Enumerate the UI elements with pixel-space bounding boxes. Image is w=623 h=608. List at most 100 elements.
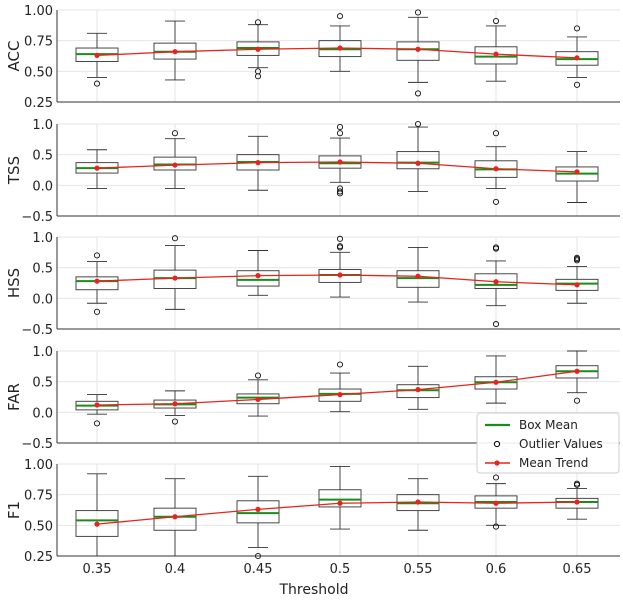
legend-box (476, 412, 620, 474)
mean-trend-point (94, 165, 100, 171)
mean-trend-point (493, 166, 499, 172)
outlier-point (171, 130, 179, 137)
mean-trend-point (94, 278, 100, 284)
mean-trend-point (255, 506, 261, 512)
y-tick-label: 1.00 (24, 4, 53, 19)
x-tick-label: 0.65 (563, 562, 592, 577)
y-tick-label: −0.5 (21, 323, 53, 338)
mean-trend-point (337, 45, 343, 51)
box-iqr (236, 270, 280, 287)
mean-trend-point (574, 499, 580, 505)
outlier-point (492, 245, 500, 252)
box-iqr (396, 151, 440, 170)
legend-label: Outlier Values (519, 437, 603, 451)
mean-trend-point (94, 521, 100, 527)
box-0.6 (474, 474, 518, 530)
y-tick-label: 0.5 (32, 376, 53, 391)
outlier-point (492, 321, 500, 328)
mean-trend-point (415, 273, 421, 279)
outlier-point (573, 81, 581, 88)
mean-trend-point (255, 273, 261, 279)
y-tick-label: 0.50 (24, 519, 53, 534)
box-iqr (318, 489, 362, 508)
outlier-point (336, 130, 344, 137)
y-tick-label: 1.0 (32, 231, 53, 246)
y-tick-label: −0.5 (21, 210, 53, 225)
y-tick-label: −0.5 (21, 437, 53, 452)
box-iqr (474, 273, 518, 289)
mean-trend-point (172, 514, 178, 520)
outlier-point (573, 397, 581, 404)
y-tick-label: 1.0 (32, 118, 53, 133)
panel-acc: 0.25 0.50 0.75 1.00 ACC (5, 4, 620, 111)
legend-label: Mean Trend (519, 456, 588, 470)
y-tick-label: 1.00 (24, 458, 53, 473)
outlier-point (336, 13, 344, 20)
x-tick-label: 0.35 (83, 562, 112, 577)
mean-trend-point (255, 46, 261, 52)
outlier-point (573, 257, 581, 264)
x-tick-label: 0.6 (486, 562, 507, 577)
panel-f1: 0.25 0.50 0.75 1.00 F1 (5, 458, 620, 565)
mean-trend-point (337, 159, 343, 165)
outlier-point (414, 9, 422, 16)
mean-trend-point (415, 387, 421, 393)
y-tick-label: 0.25 (24, 96, 53, 111)
outlier-point (336, 361, 344, 368)
legend-label: Box Mean (519, 418, 578, 432)
mean-trend-point (94, 52, 100, 58)
mean-trend-point (255, 396, 261, 403)
mean-trend-point (493, 279, 499, 285)
outlier-point (492, 523, 500, 530)
outlier-point (93, 420, 101, 427)
y-tick-label: 0.25 (24, 550, 53, 565)
box-0.5 (318, 466, 362, 530)
outlier-point (336, 235, 344, 242)
panel-hss: −0.5 0.0 0.5 1.0 HSS (5, 231, 620, 338)
outlier-point (336, 188, 344, 195)
outlier-point (171, 418, 179, 425)
box-iqr (75, 510, 119, 537)
x-tick-label: 0.55 (404, 562, 433, 577)
panel-tss: −0.5 0.0 0.5 1.0 TSS (5, 118, 620, 225)
y-tick-label: 0.0 (32, 292, 53, 307)
y-tick-label: 0.75 (24, 489, 53, 504)
x-tick-label: 0.4 (165, 562, 186, 577)
y-tick-label: 0.0 (32, 179, 53, 194)
mean-trend-point (172, 162, 178, 168)
legend-swatch-outliers (493, 440, 501, 448)
y-tick-label: 1.0 (32, 345, 53, 360)
mean-trend-point (574, 368, 580, 374)
mean-trend-point (415, 46, 421, 52)
mean-trend-point (172, 275, 178, 281)
outlier-point (336, 190, 344, 197)
mean-trend-line (96, 274, 578, 286)
outlier-point (254, 73, 262, 80)
outlier-point (492, 130, 500, 137)
x-tick-label: 0.45 (244, 562, 273, 577)
mean-trend-point (94, 402, 100, 408)
outlier-point (93, 252, 101, 259)
y-axis-label: HSS (5, 268, 23, 298)
outlier-point (336, 124, 344, 131)
outlier-point (254, 372, 262, 379)
outlier-point (254, 19, 262, 26)
panel-far: −0.5 0.0 0.5 1.0 FAR (5, 345, 620, 452)
y-axis-label: FAR (5, 383, 23, 411)
outlier-point (414, 90, 422, 97)
mean-trend-point (172, 49, 178, 55)
mean-trend-point (574, 169, 580, 175)
outlier-point (93, 308, 101, 315)
outlier-point (171, 235, 179, 242)
outlier-point (414, 120, 422, 128)
x-tick-label: 0.5 (330, 562, 351, 577)
y-tick-label: 0.75 (24, 35, 53, 50)
outlier-point (492, 474, 500, 481)
mean-trend-point (574, 55, 580, 61)
mean-trend-point (255, 160, 261, 166)
outlier-point (492, 17, 500, 25)
y-tick-label: 0.5 (32, 262, 53, 277)
outlier-point (492, 198, 500, 205)
mean-trend-point (574, 282, 580, 288)
mean-trend-point (493, 500, 499, 506)
